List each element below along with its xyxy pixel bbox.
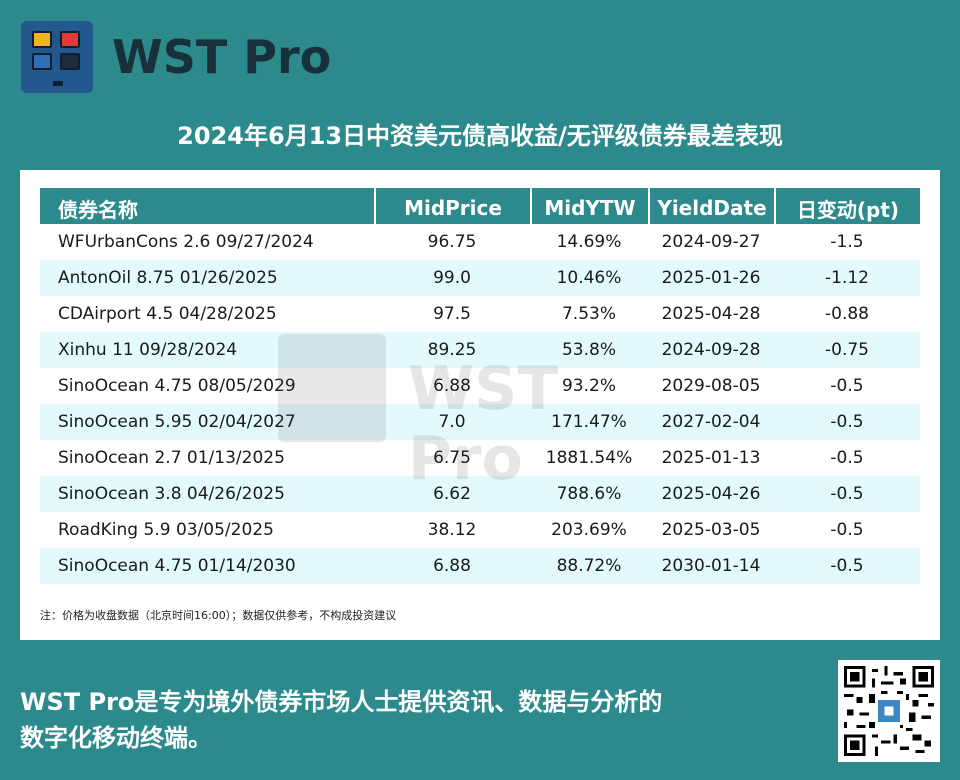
cell-mid-price: 99.0 [374, 260, 530, 296]
header-yield-date: YieldDate [648, 188, 774, 224]
cell-daily-change: -1.5 [830, 232, 864, 252]
cell-daily-change: -1.12 [774, 260, 920, 296]
cell-mid-ytw: 171.47% [530, 404, 648, 440]
cell-mid-price: 6.88 [374, 548, 530, 584]
cell-yield-date: 2025-01-26 [648, 260, 774, 296]
table-panel: 债券名称 MidPrice MidYTW YieldDate 日变动(pt) W… [20, 170, 940, 640]
cell-mid-price: 6.75 [433, 448, 471, 468]
table-row: SinoOcean 4.75 01/14/2030 6.88 88.72% 20… [40, 548, 920, 584]
cell-daily-change: -0.5 [774, 548, 920, 584]
cell-daily-change: -0.5 [774, 476, 920, 512]
cell-daily-change: -0.5 [830, 520, 864, 540]
table-row: SinoOcean 2.7 01/13/2025 6.75 1881.54% 2… [40, 440, 920, 476]
qr-code-icon [838, 660, 940, 762]
cell-daily-change: -0.5 [830, 448, 864, 468]
cell-mid-ytw: 88.72% [530, 548, 648, 584]
cell-yield-date: 2025-04-28 [661, 304, 761, 324]
table-header-row: 债券名称 MidPrice MidYTW YieldDate 日变动(pt) [40, 188, 920, 224]
footer-tagline: WST Pro是专为境外债券市场人士提供资讯、数据与分析的 数字化移动终端。 [20, 684, 800, 756]
table-row: AntonOil 8.75 01/26/2025 99.0 10.46% 202… [40, 260, 920, 296]
cell-bond-name: AntonOil 8.75 01/26/2025 [40, 260, 374, 296]
cell-daily-change: -0.88 [825, 304, 869, 324]
cell-yield-date: 2025-01-13 [661, 448, 761, 468]
cell-daily-change: -0.5 [774, 404, 920, 440]
cell-bond-name: SinoOcean 4.75 08/05/2029 [58, 376, 296, 396]
logo-stand [53, 81, 63, 86]
cell-yield-date: 2025-04-26 [648, 476, 774, 512]
cell-mid-price: 89.25 [374, 332, 530, 368]
cell-yield-date: 2030-01-14 [648, 548, 774, 584]
cell-bond-name: Xinhu 11 09/28/2024 [40, 332, 374, 368]
cell-bond-name: RoadKing 5.9 03/05/2025 [58, 520, 274, 540]
cell-bond-name: SinoOcean 5.95 02/04/2027 [40, 404, 374, 440]
cell-mid-ytw: 7.53% [561, 304, 616, 324]
cell-mid-price: 97.5 [433, 304, 471, 324]
cell-mid-ytw: 1881.54% [545, 448, 633, 468]
cell-bond-name: CDAirport 4.5 04/28/2025 [58, 304, 277, 324]
cell-bond-name: WFUrbanCons 2.6 09/27/2024 [58, 232, 314, 252]
cell-daily-change: -0.5 [830, 376, 864, 396]
cell-mid-ytw: 93.2% [561, 376, 616, 396]
cell-daily-change: -0.75 [774, 332, 920, 368]
logo-red-square [60, 31, 80, 48]
cell-yield-date: 2024-09-27 [661, 232, 761, 252]
table-row: RoadKing 5.9 03/05/2025 38.12 203.69% 20… [40, 512, 920, 548]
header-bond-name: 债券名称 [40, 188, 374, 224]
cell-yield-date: 2025-03-05 [661, 520, 761, 540]
header-daily-change: 日变动(pt) [774, 188, 920, 224]
table-row: SinoOcean 4.75 08/05/2029 6.88 93.2% 202… [40, 368, 920, 404]
cell-mid-price: 6.88 [433, 376, 471, 396]
bond-table: 债券名称 MidPrice MidYTW YieldDate 日变动(pt) W… [40, 188, 920, 584]
brand-logo-icon [21, 21, 93, 93]
header-mid-price: MidPrice [374, 188, 530, 224]
footer-line-1: WST Pro是专为境外债券市场人士提供资讯、数据与分析的 [20, 688, 663, 716]
logo-dark-square [60, 53, 80, 70]
page-title: 2024年6月13日中资美元债高收益/无评级债券最差表现 [177, 122, 783, 150]
cell-bond-name: SinoOcean 3.8 04/26/2025 [40, 476, 374, 512]
cell-yield-date: 2027-02-04 [648, 404, 774, 440]
cell-mid-price: 96.75 [427, 232, 477, 252]
cell-mid-price: 6.62 [374, 476, 530, 512]
cell-mid-ytw: 14.69% [556, 232, 622, 252]
cell-mid-price: 7.0 [374, 404, 530, 440]
cell-bond-name: SinoOcean 2.7 01/13/2025 [58, 448, 285, 468]
cell-mid-ytw: 10.46% [530, 260, 648, 296]
brand-name: WST Pro [112, 30, 332, 84]
footer-line-2: 数字化移动终端。 [20, 724, 212, 752]
header-mid-ytw: MidYTW [530, 188, 648, 224]
table-row: SinoOcean 5.95 02/04/2027 7.0 171.47% 20… [40, 404, 920, 440]
cell-bond-name: SinoOcean 4.75 01/14/2030 [40, 548, 374, 584]
table-row: WFUrbanCons 2.6 09/27/2024 96.75 14.69% … [40, 224, 920, 260]
cell-mid-ytw: 203.69% [551, 520, 627, 540]
table-row: Xinhu 11 09/28/2024 89.25 53.8% 2024-09-… [40, 332, 920, 368]
table-row: CDAirport 4.5 04/28/2025 97.5 7.53% 2025… [40, 296, 920, 332]
logo-blue-square [32, 53, 52, 70]
cell-yield-date: 2029-08-05 [661, 376, 761, 396]
logo-yellow-square [32, 31, 52, 48]
qr-code-graphic [844, 666, 934, 756]
cell-mid-price: 38.12 [427, 520, 477, 540]
disclaimer-note: 注：价格为收盘数据（北京时间16:00）；数据仅供参考，不构成投资建议 [40, 609, 397, 622]
cell-mid-ytw: 788.6% [530, 476, 648, 512]
table-row: SinoOcean 3.8 04/26/2025 6.62 788.6% 202… [40, 476, 920, 512]
cell-yield-date: 2024-09-28 [648, 332, 774, 368]
cell-mid-ytw: 53.8% [530, 332, 648, 368]
